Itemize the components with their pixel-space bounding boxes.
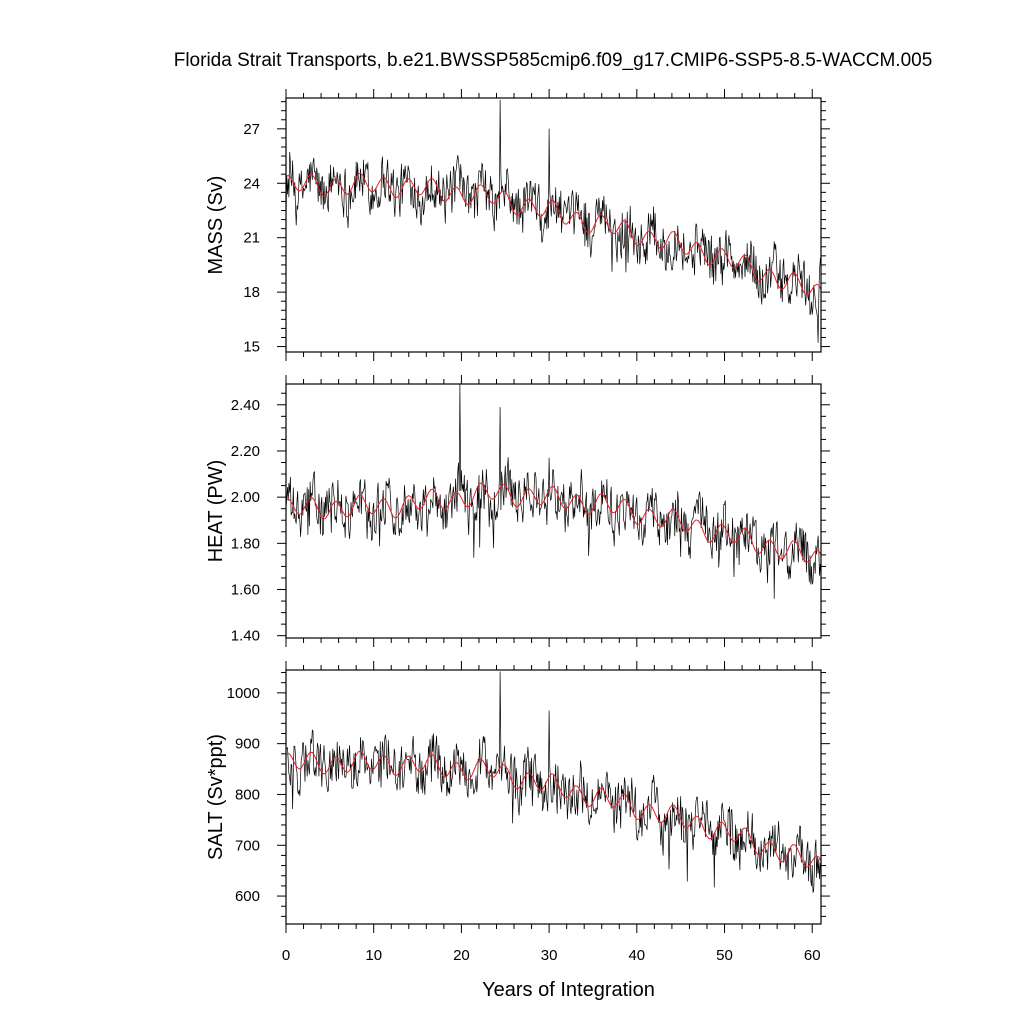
y-tick-label: 27 — [243, 121, 260, 138]
chart-title: Florida Strait Transports, b.e21.BWSSP58… — [174, 50, 933, 71]
panel-2: 1.40 1.60 1.80 2.00 2.20 2.40 HEAT (PW) — [205, 375, 830, 647]
y-tick-label: 1.80 — [231, 535, 260, 552]
x-tick-label: 0 — [282, 947, 290, 964]
y-tick-label: 24 — [243, 175, 260, 192]
x-tick-label: 20 — [453, 947, 470, 964]
y-tick-label: 1.40 — [231, 628, 260, 645]
y-tick-label: 21 — [243, 230, 260, 247]
y-tick-label: 1000 — [227, 685, 260, 702]
y-axis-label: MASS (Sv) — [205, 176, 227, 275]
y-tick-label: 18 — [243, 284, 260, 301]
y-tick-label: 2.00 — [231, 489, 260, 506]
plot-frame — [285, 669, 822, 925]
x-axis-label: Years of Integration — [482, 979, 655, 1001]
y-tick-label: 800 — [235, 786, 260, 803]
x-tick-label: 40 — [628, 947, 645, 964]
panel-3: 600 700 800 900 1000 0 10 20 30 40 50 60 SALT (Sv*pp… — [205, 661, 830, 1001]
series-line-raw — [286, 671, 821, 893]
series-line-raw — [286, 99, 821, 343]
y-axis-label: HEAT (PW) — [205, 460, 227, 563]
x-tick-label: 10 — [365, 947, 382, 964]
series-line-smoothed — [286, 750, 821, 868]
y-tick-label: 600 — [235, 888, 260, 905]
y-tick-label: 2.20 — [231, 443, 260, 460]
panels: 15 18 21 24 27 MASS (Sv) 1.40 1.60 1.80 2.00 2.20 2… — [205, 89, 830, 1001]
x-tick-label: 30 — [541, 947, 558, 964]
series-line-raw — [286, 384, 821, 599]
series-line-smoothed — [286, 482, 821, 563]
y-tick-label: 2.40 — [231, 397, 260, 414]
y-tick-label: 900 — [235, 736, 260, 753]
y-tick-label: 1.60 — [231, 582, 260, 599]
y-tick-label: 700 — [235, 837, 260, 854]
panel-1: 15 18 21 24 27 MASS (Sv) — [205, 89, 830, 361]
x-tick-label: 50 — [716, 947, 733, 964]
plot-frame — [285, 383, 822, 639]
y-axis-label: SALT (Sv*ppt) — [205, 734, 227, 860]
plot-frame — [285, 97, 822, 353]
x-tick-label: 60 — [804, 947, 821, 964]
y-tick-label: 15 — [243, 339, 260, 356]
series-line-smoothed — [286, 172, 821, 296]
